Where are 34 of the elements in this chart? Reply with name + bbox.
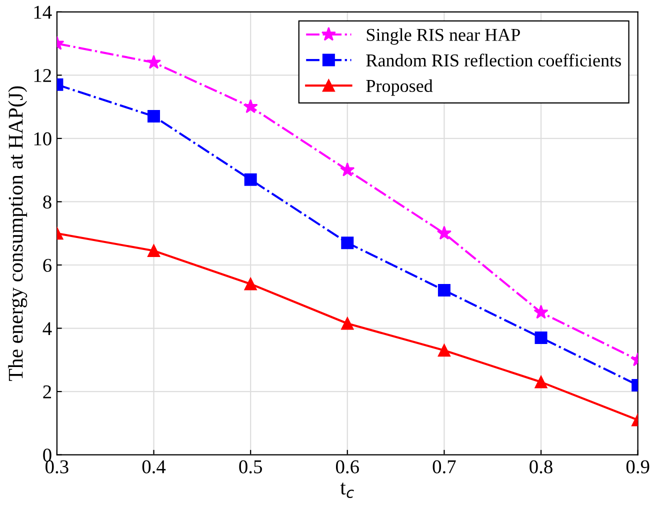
y-tick-label: 8	[43, 196, 52, 209]
y-tick-label: 12	[34, 69, 52, 82]
x-tick-label: 0.3	[46, 460, 68, 474]
point	[341, 317, 354, 330]
y-tick-label: 10	[34, 132, 52, 146]
point	[438, 344, 450, 357]
x-tick-label: 0.6	[336, 460, 359, 474]
y-tick-label: 0	[43, 448, 52, 462]
y-tick-label: 2	[43, 385, 52, 398]
point	[341, 236, 354, 250]
x-tick-label: 0.5	[239, 460, 262, 474]
y-tick-label: 4	[42, 322, 52, 336]
point	[534, 304, 548, 319]
point	[244, 278, 257, 290]
point	[436, 226, 452, 240]
x-tick-label: 0.8	[530, 460, 552, 474]
point	[244, 173, 257, 186]
x-tick-label: 0.4	[142, 460, 166, 474]
point	[534, 376, 548, 388]
legend-label: Proposed	[366, 79, 433, 96]
point	[243, 99, 258, 114]
x-axis-title: t$_{c}$	[340, 482, 354, 498]
legend-label: Single RIS near HAP	[366, 28, 520, 45]
x-tick-label: 0.7	[432, 460, 456, 474]
legend-label: Random RIS reflection coefficients	[366, 54, 621, 67]
point	[148, 110, 160, 123]
y-tick-label: 14	[34, 6, 52, 19]
y-tick-label: 6	[43, 258, 52, 272]
point	[148, 244, 160, 258]
y-axis-title: The energy consumption at HAP(J)	[8, 86, 28, 381]
point	[534, 332, 548, 344]
point	[340, 162, 355, 176]
point	[438, 284, 450, 297]
x-tick-label: 0.9	[626, 460, 650, 474]
